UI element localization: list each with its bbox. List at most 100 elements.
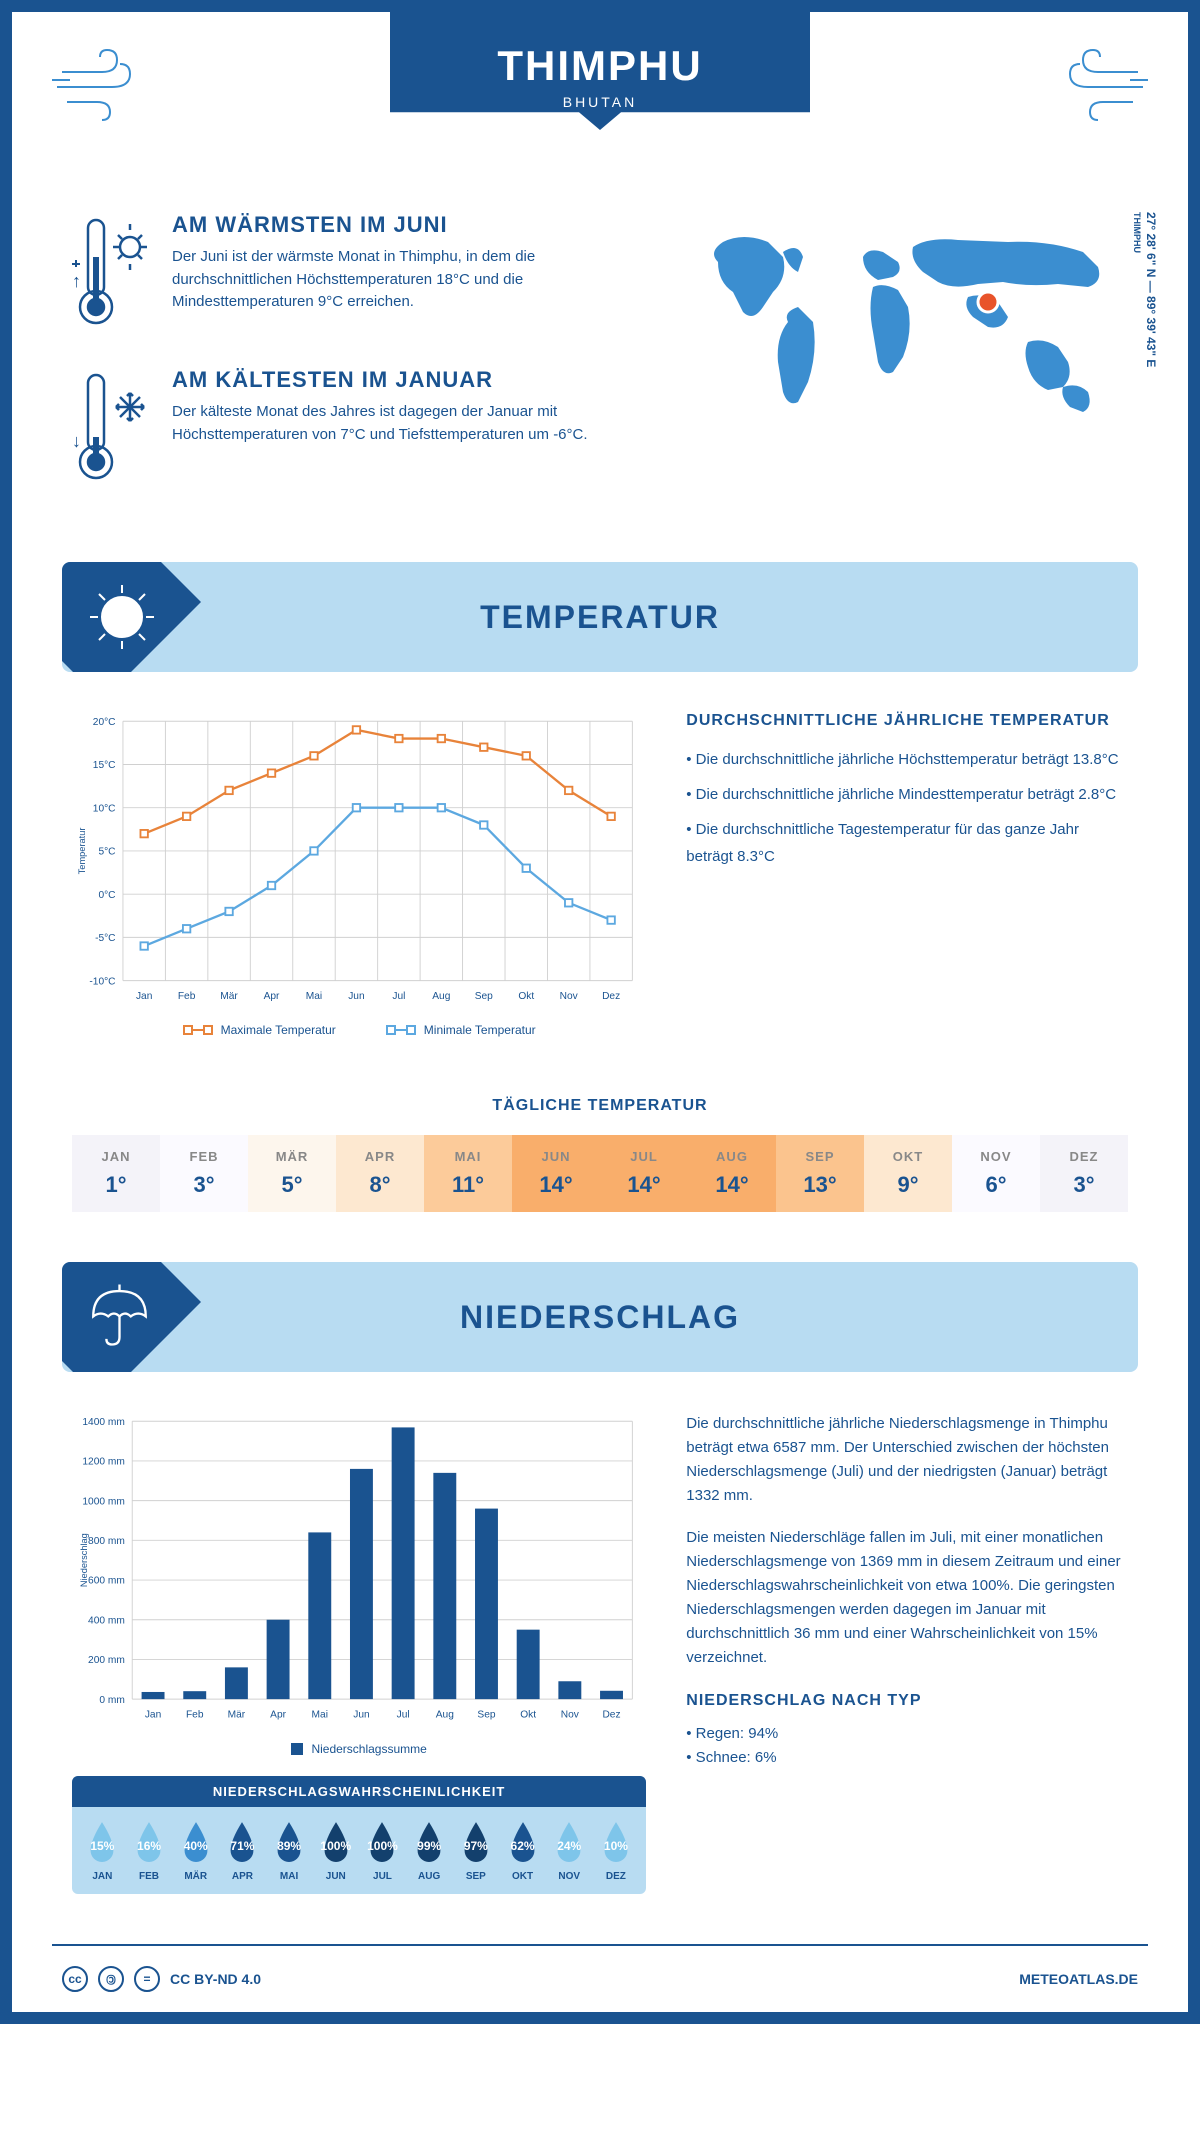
precip-probability-box: NIEDERSCHLAGSWAHRSCHEINLICHKEIT 15% JAN …: [72, 1776, 646, 1894]
svg-text:Dez: Dez: [602, 1710, 620, 1721]
temperature-section-header: TEMPERATUR: [62, 562, 1138, 672]
nd-icon: =: [134, 1966, 160, 1992]
svg-text:200 mm: 200 mm: [88, 1656, 125, 1667]
precip-legend-label: Niederschlagssumme: [311, 1742, 426, 1756]
prob-cell: 71% APR: [220, 1819, 265, 1882]
footer-license: cc 🄯 = CC BY-ND 4.0: [62, 1966, 261, 1992]
svg-text:Apr: Apr: [270, 1710, 286, 1721]
prob-cell: 89% MAI: [267, 1819, 312, 1882]
svg-text:Feb: Feb: [186, 1710, 204, 1721]
precip-type-rain: • Regen: 94%: [686, 1722, 1128, 1746]
prob-cell: 24% NOV: [547, 1819, 592, 1882]
svg-text:↑: ↑: [72, 271, 81, 291]
footer-site: METEOATLAS.DE: [1019, 1971, 1138, 1987]
daily-temp-title: TÄGLICHE TEMPERATUR: [12, 1097, 1188, 1115]
temperature-legend: .legend-line[style*="e8833a"]::before,.l…: [72, 1023, 646, 1037]
intro-section: ↑ AM WÄRMSTEN IM JUNI Der Juni ist der w…: [12, 192, 1188, 562]
legend-max-label: Maximale Temperatur: [221, 1023, 336, 1037]
svg-text:-10°C: -10°C: [89, 976, 115, 987]
svg-text:Aug: Aug: [432, 991, 450, 1002]
svg-text:Feb: Feb: [178, 991, 196, 1002]
svg-text:Nov: Nov: [561, 1710, 580, 1721]
daily-cell: OKT9°: [864, 1135, 952, 1212]
cc-icon: cc: [62, 1966, 88, 1992]
precip-chart-area: 0 mm200 mm400 mm600 mm800 mm1000 mm1200 …: [12, 1372, 1188, 1924]
svg-text:Mai: Mai: [312, 1710, 328, 1721]
temperature-line-chart: -10°C-5°C0°C5°C10°C15°C20°CJanFebMärAprM…: [72, 712, 646, 1037]
prob-cell: 100% JUN: [313, 1819, 358, 1882]
coldest-block: ↓ AM KÄLTESTEN IM JANUAR Der kälteste Mo…: [72, 367, 648, 492]
temp-bullet-1: • Die durchschnittliche jährliche Mindes…: [686, 781, 1128, 808]
svg-text:-5°C: -5°C: [95, 933, 115, 944]
precip-para-1: Die durchschnittliche jährliche Niedersc…: [686, 1412, 1128, 1508]
svg-text:Sep: Sep: [477, 1710, 495, 1721]
svg-text:0°C: 0°C: [98, 890, 115, 901]
prob-cell: 40% MÄR: [173, 1819, 218, 1882]
svg-text:600 mm: 600 mm: [88, 1576, 125, 1587]
svg-text:Okt: Okt: [520, 1710, 536, 1721]
svg-text:1200 mm: 1200 mm: [82, 1457, 124, 1468]
svg-text:↓: ↓: [72, 431, 81, 451]
svg-text:Jun: Jun: [353, 1710, 369, 1721]
svg-text:Temperatur: Temperatur: [77, 828, 87, 875]
temp-bullet-2: • Die durchschnittliche Tagestemperatur …: [686, 816, 1128, 870]
svg-text:Jul: Jul: [392, 991, 405, 1002]
prob-cell: 62% OKT: [500, 1819, 545, 1882]
daily-cell: AUG14°: [688, 1135, 776, 1212]
temp-bullet-0: • Die durchschnittliche jährliche Höchst…: [686, 746, 1128, 773]
precip-para-2: Die meisten Niederschläge fallen im Juli…: [686, 1526, 1128, 1670]
precip-title: NIEDERSCHLAG: [460, 1299, 740, 1336]
country-subtitle: BHUTAN: [470, 94, 730, 110]
coldest-text: Der kälteste Monat des Jahres ist dagege…: [172, 401, 648, 446]
precip-legend: Niederschlagssumme: [72, 1742, 646, 1756]
svg-text:800 mm: 800 mm: [88, 1536, 125, 1547]
svg-text:Jan: Jan: [136, 991, 152, 1002]
daily-cell: DEZ3°: [1040, 1135, 1128, 1212]
svg-text:Aug: Aug: [436, 1710, 454, 1721]
by-icon: 🄯: [98, 1966, 124, 1992]
svg-text:5°C: 5°C: [98, 847, 115, 858]
prob-cell: 10% DEZ: [594, 1819, 639, 1882]
temperature-chart-area: -10°C-5°C0°C5°C10°C15°C20°CJanFebMärAprM…: [12, 672, 1188, 1077]
legend-min-label: Minimale Temperatur: [424, 1023, 536, 1037]
prob-cell: 99% AUG: [407, 1819, 452, 1882]
wind-icon-left: [52, 42, 152, 127]
daily-cell: FEB3°: [160, 1135, 248, 1212]
precip-summary: Die durchschnittliche jährliche Niedersc…: [686, 1412, 1128, 1894]
daily-cell: JUL14°: [600, 1135, 688, 1212]
infographic-container: THIMPHU BHUTAN: [0, 0, 1200, 2024]
prob-box-title: NIEDERSCHLAGSWAHRSCHEINLICHKEIT: [72, 1776, 646, 1807]
svg-text:Jun: Jun: [348, 991, 364, 1002]
city-title: THIMPHU: [470, 42, 730, 90]
svg-text:Dez: Dez: [602, 991, 620, 1002]
warmest-block: ↑ AM WÄRMSTEN IM JUNI Der Juni ist der w…: [72, 212, 648, 337]
footer: cc 🄯 = CC BY-ND 4.0 METEOATLAS.DE: [52, 1944, 1148, 2012]
world-map-block: 27° 28' 6" N — 89° 39' 43" E THIMPHU: [688, 212, 1128, 522]
svg-text:0 mm: 0 mm: [99, 1695, 124, 1706]
warmest-text: Der Juni ist der wärmste Monat in Thimph…: [172, 246, 648, 314]
prob-cell: 15% JAN: [80, 1819, 125, 1882]
thermometer-cold-icon: ↓: [72, 367, 152, 492]
precip-type-title: NIEDERSCHLAG NACH TYP: [686, 1688, 1128, 1714]
thermometer-hot-icon: ↑: [72, 212, 152, 337]
svg-text:15°C: 15°C: [93, 760, 116, 771]
temperature-title: TEMPERATUR: [480, 599, 720, 636]
svg-text:Apr: Apr: [264, 991, 280, 1002]
umbrella-icon: [82, 1277, 157, 1357]
daily-cell: APR8°: [336, 1135, 424, 1212]
daily-cell: JAN1°: [72, 1135, 160, 1212]
precip-section-header: NIEDERSCHLAG: [62, 1262, 1138, 1372]
svg-text:400 mm: 400 mm: [88, 1616, 125, 1627]
sun-icon: [82, 577, 162, 662]
daily-temp-table: JAN1°FEB3°MÄR5°APR8°MAI11°JUN14°JUL14°AU…: [72, 1135, 1128, 1212]
daily-cell: JUN14°: [512, 1135, 600, 1212]
location-marker: [978, 292, 998, 312]
warmest-title: AM WÄRMSTEN IM JUNI: [172, 212, 648, 238]
daily-cell: SEP13°: [776, 1135, 864, 1212]
svg-text:Sep: Sep: [475, 991, 493, 1002]
temperature-summary: DURCHSCHNITTLICHE JÄHRLICHE TEMPERATUR •…: [686, 712, 1128, 1037]
prob-cell: 16% FEB: [127, 1819, 172, 1882]
svg-text:Mai: Mai: [306, 991, 322, 1002]
world-map: [688, 212, 1128, 452]
svg-text:Mär: Mär: [220, 991, 238, 1002]
